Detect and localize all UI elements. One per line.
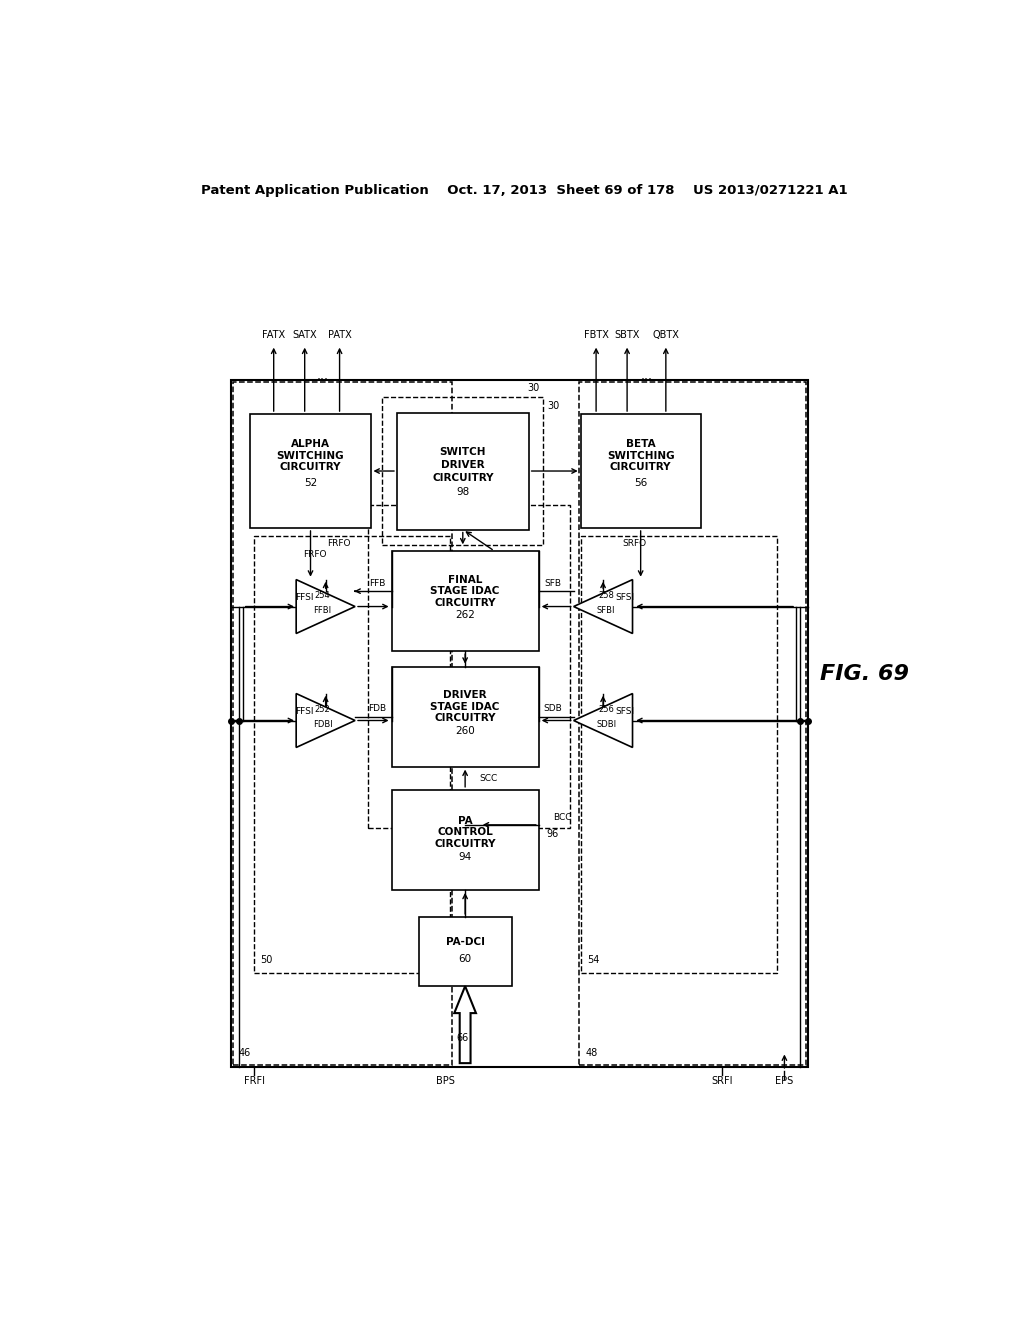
- Text: SRFI: SRFI: [712, 1076, 733, 1086]
- Text: SRFO: SRFO: [623, 539, 646, 548]
- Bar: [579, 381, 806, 1065]
- Bar: [397, 413, 528, 529]
- Text: PATX: PATX: [328, 330, 351, 339]
- Polygon shape: [573, 579, 633, 634]
- Text: STAGE IDAC: STAGE IDAC: [430, 586, 500, 597]
- Bar: [581, 414, 700, 528]
- Text: CIRCUITRY: CIRCUITRY: [280, 462, 341, 473]
- Text: 262: 262: [456, 610, 475, 620]
- Text: 254: 254: [314, 591, 331, 601]
- Text: 98: 98: [456, 487, 469, 496]
- Text: BCC: BCC: [553, 813, 571, 821]
- Text: BETA: BETA: [626, 440, 655, 449]
- Text: 54: 54: [587, 956, 599, 965]
- Bar: [382, 397, 544, 545]
- Text: FRFI: FRFI: [244, 1076, 265, 1086]
- Bar: [419, 917, 512, 986]
- Bar: [391, 552, 539, 651]
- Bar: [581, 536, 776, 973]
- Bar: [369, 506, 569, 829]
- Text: PA: PA: [458, 816, 472, 825]
- Text: 260: 260: [456, 726, 475, 735]
- Bar: [254, 536, 450, 973]
- Text: STAGE IDAC: STAGE IDAC: [430, 702, 500, 711]
- Polygon shape: [573, 693, 633, 747]
- Text: FDB: FDB: [369, 705, 387, 713]
- Text: DRIVER: DRIVER: [443, 690, 487, 700]
- Bar: [391, 667, 539, 767]
- Text: FATX: FATX: [262, 330, 286, 339]
- Text: 50: 50: [260, 956, 272, 965]
- Text: DRIVER: DRIVER: [441, 459, 484, 470]
- Text: FRFO: FRFO: [328, 539, 351, 548]
- Text: SFB: SFB: [544, 579, 561, 587]
- Text: PA-DCI: PA-DCI: [445, 937, 484, 948]
- Text: CIRCUITRY: CIRCUITRY: [432, 473, 494, 483]
- Text: FFBI: FFBI: [313, 606, 332, 615]
- Text: SCC: SCC: [479, 774, 498, 783]
- Text: 52: 52: [304, 478, 317, 487]
- Text: 30: 30: [527, 383, 540, 393]
- Text: SDB: SDB: [544, 705, 562, 713]
- Text: FIG. 69: FIG. 69: [820, 664, 908, 684]
- Text: SATX: SATX: [293, 330, 317, 339]
- Text: SFBI: SFBI: [597, 606, 615, 615]
- Text: BPS: BPS: [436, 1076, 456, 1086]
- Text: SWITCHING: SWITCHING: [607, 450, 675, 461]
- Text: 252: 252: [314, 705, 331, 714]
- Polygon shape: [455, 986, 476, 1063]
- Text: SBTX: SBTX: [614, 330, 640, 339]
- Text: QBTX: QBTX: [652, 330, 679, 339]
- Text: SWITCH: SWITCH: [439, 446, 486, 457]
- Text: CIRCUITRY: CIRCUITRY: [434, 598, 496, 607]
- Text: 94: 94: [459, 851, 472, 862]
- Text: SDBI: SDBI: [596, 719, 616, 729]
- Text: 258: 258: [598, 591, 614, 601]
- Bar: [391, 789, 539, 890]
- Text: CIRCUITRY: CIRCUITRY: [610, 462, 672, 473]
- Text: 66: 66: [457, 1034, 469, 1043]
- Text: 48: 48: [586, 1048, 597, 1057]
- Polygon shape: [296, 693, 355, 747]
- Text: SWITCHING: SWITCHING: [276, 450, 344, 461]
- Text: FINAL: FINAL: [447, 574, 482, 585]
- Text: ...: ...: [316, 370, 328, 381]
- Text: ...: ...: [640, 370, 652, 381]
- Text: FDBI: FDBI: [312, 719, 333, 729]
- Bar: [232, 381, 452, 1065]
- Bar: [231, 380, 808, 1067]
- Text: FBTX: FBTX: [584, 330, 608, 339]
- Text: CIRCUITRY: CIRCUITRY: [434, 838, 496, 849]
- Bar: [251, 414, 371, 528]
- Text: 46: 46: [239, 1048, 251, 1057]
- Text: CIRCUITRY: CIRCUITRY: [434, 713, 496, 723]
- Text: FFSI: FFSI: [295, 593, 313, 602]
- Text: 56: 56: [634, 478, 647, 487]
- Polygon shape: [296, 579, 355, 634]
- Text: Patent Application Publication    Oct. 17, 2013  Sheet 69 of 178    US 2013/0271: Patent Application Publication Oct. 17, …: [202, 185, 848, 197]
- Text: 256: 256: [598, 705, 614, 714]
- Text: 96: 96: [547, 829, 559, 840]
- Text: ALPHA: ALPHA: [291, 440, 330, 449]
- Text: FRFO: FRFO: [303, 550, 326, 560]
- Text: 30: 30: [547, 401, 559, 411]
- Text: 60: 60: [459, 954, 472, 964]
- Text: EPS: EPS: [775, 1076, 794, 1086]
- Text: SFSI: SFSI: [615, 706, 634, 715]
- Text: FFB: FFB: [370, 579, 386, 587]
- Text: SFSI: SFSI: [615, 593, 634, 602]
- Text: CONTROL: CONTROL: [437, 828, 493, 837]
- Text: FFSI: FFSI: [295, 706, 313, 715]
